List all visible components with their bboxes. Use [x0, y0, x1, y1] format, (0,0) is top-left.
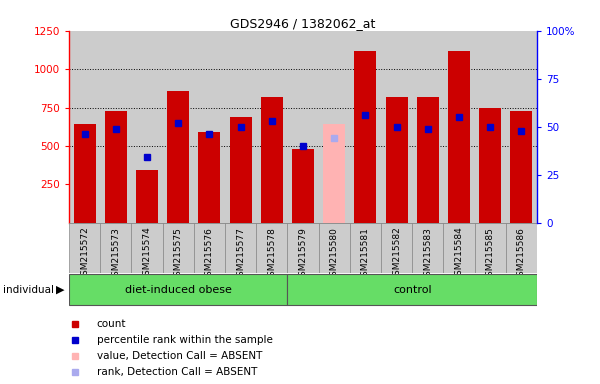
Bar	[323, 124, 345, 223]
Text: control: control	[393, 285, 431, 295]
Bar	[163, 223, 194, 273]
Text: rank, Detection Call = ABSENT: rank, Detection Call = ABSENT	[97, 367, 257, 377]
Bar	[74, 124, 95, 223]
Bar	[131, 223, 163, 273]
Text: individual: individual	[3, 285, 54, 295]
Bar	[412, 223, 443, 273]
Bar	[69, 223, 100, 273]
Text: ▶: ▶	[56, 285, 64, 295]
Bar	[350, 31, 381, 223]
Text: GSM215579: GSM215579	[299, 227, 308, 281]
Bar	[199, 132, 220, 223]
Bar	[287, 274, 537, 306]
Bar	[292, 149, 314, 223]
Bar	[511, 111, 532, 223]
Text: GSM215577: GSM215577	[236, 227, 245, 281]
Text: GSM215584: GSM215584	[455, 227, 464, 281]
Text: diet-induced obese: diet-induced obese	[125, 285, 232, 295]
Bar	[167, 91, 189, 223]
Bar	[105, 111, 127, 223]
Bar	[319, 31, 350, 223]
Bar	[386, 97, 407, 223]
Bar	[443, 31, 475, 223]
Text: GSM215580: GSM215580	[330, 227, 338, 281]
Bar	[100, 31, 131, 223]
Bar	[69, 274, 287, 306]
Bar	[350, 223, 381, 273]
Bar	[475, 31, 506, 223]
Text: GSM215582: GSM215582	[392, 227, 401, 281]
Text: GSM215575: GSM215575	[174, 227, 182, 281]
Bar	[475, 223, 506, 273]
Bar	[194, 31, 225, 223]
Bar	[443, 223, 475, 273]
Text: GSM215586: GSM215586	[517, 227, 526, 281]
Bar	[355, 51, 376, 223]
Text: GSM215576: GSM215576	[205, 227, 214, 281]
Bar	[194, 223, 225, 273]
Text: GSM215583: GSM215583	[424, 227, 432, 281]
Bar	[287, 31, 319, 223]
Title: GDS2946 / 1382062_at: GDS2946 / 1382062_at	[230, 17, 376, 30]
Bar	[448, 51, 470, 223]
Text: percentile rank within the sample: percentile rank within the sample	[97, 335, 272, 345]
Text: GSM215574: GSM215574	[143, 227, 151, 281]
Bar	[479, 108, 501, 223]
Text: GSM215585: GSM215585	[485, 227, 494, 281]
Text: GSM215578: GSM215578	[267, 227, 276, 281]
Bar	[69, 31, 100, 223]
Text: GSM215572: GSM215572	[80, 227, 89, 281]
Bar	[319, 223, 350, 273]
Bar	[100, 223, 131, 273]
Bar	[417, 97, 439, 223]
Bar	[136, 170, 158, 223]
Bar	[256, 223, 287, 273]
Text: count: count	[97, 319, 126, 329]
Bar	[225, 223, 256, 273]
Bar	[506, 223, 537, 273]
Bar	[256, 31, 287, 223]
Bar	[381, 31, 412, 223]
Bar	[287, 223, 319, 273]
Bar	[261, 97, 283, 223]
Text: GSM215573: GSM215573	[112, 227, 120, 281]
Bar	[163, 31, 194, 223]
Bar	[131, 31, 163, 223]
Bar	[225, 31, 256, 223]
Bar	[506, 31, 537, 223]
Bar	[381, 223, 412, 273]
Text: GSM215581: GSM215581	[361, 227, 370, 281]
Bar	[412, 31, 443, 223]
Bar	[230, 117, 251, 223]
Text: value, Detection Call = ABSENT: value, Detection Call = ABSENT	[97, 351, 262, 361]
